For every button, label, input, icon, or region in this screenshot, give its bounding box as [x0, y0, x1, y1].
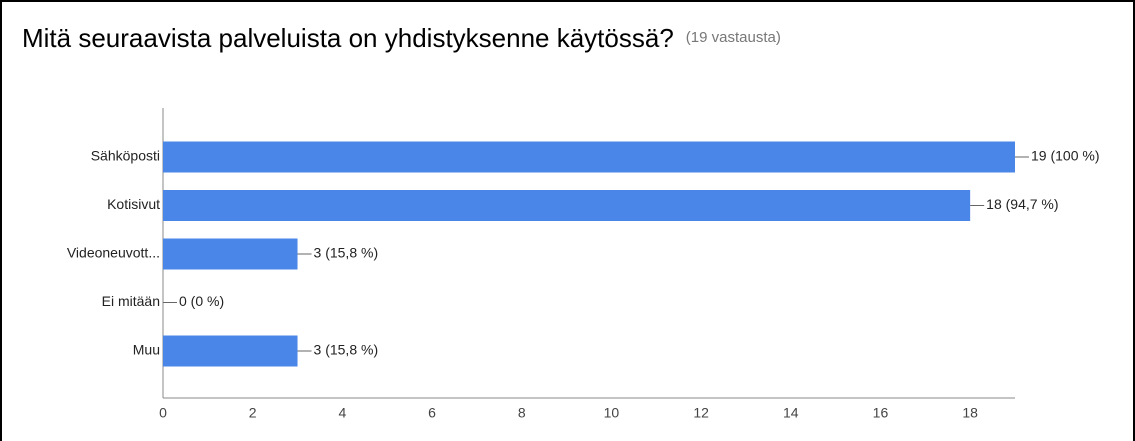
x-tick-label: 16: [873, 405, 889, 421]
bar: [163, 335, 298, 367]
category-label: Muu: [133, 342, 160, 358]
x-tick-label: 4: [338, 405, 346, 421]
value-label: 0 (0 %): [179, 293, 224, 309]
category-label: Sähköposti: [91, 148, 160, 164]
bar: [163, 141, 1015, 173]
x-tick-label: 12: [693, 405, 709, 421]
x-tick-label: 10: [604, 405, 620, 421]
x-tick-label: 14: [783, 405, 799, 421]
chart-subtitle: (19 vastausta): [686, 29, 781, 46]
x-tick-label: 18: [962, 405, 978, 421]
x-tick-label: 8: [518, 405, 526, 421]
value-label: 3 (15,8 %): [314, 245, 379, 261]
category-label: Kotisivut: [107, 196, 160, 212]
x-tick-label: 0: [159, 405, 167, 421]
category-label: Videoneuvott...: [67, 245, 160, 261]
value-label: 18 (94,7 %): [986, 196, 1058, 212]
x-tick-label: 2: [249, 405, 257, 421]
value-label: 3 (15,8 %): [314, 342, 379, 358]
category-label: Ei mitään: [102, 293, 160, 309]
chart-title: Mitä seuraavista palveluista on yhdistyk…: [22, 23, 674, 53]
x-tick-label: 6: [428, 405, 436, 421]
bar: [163, 190, 971, 221]
value-label: 19 (100 %): [1031, 148, 1099, 164]
bar: [163, 238, 298, 270]
